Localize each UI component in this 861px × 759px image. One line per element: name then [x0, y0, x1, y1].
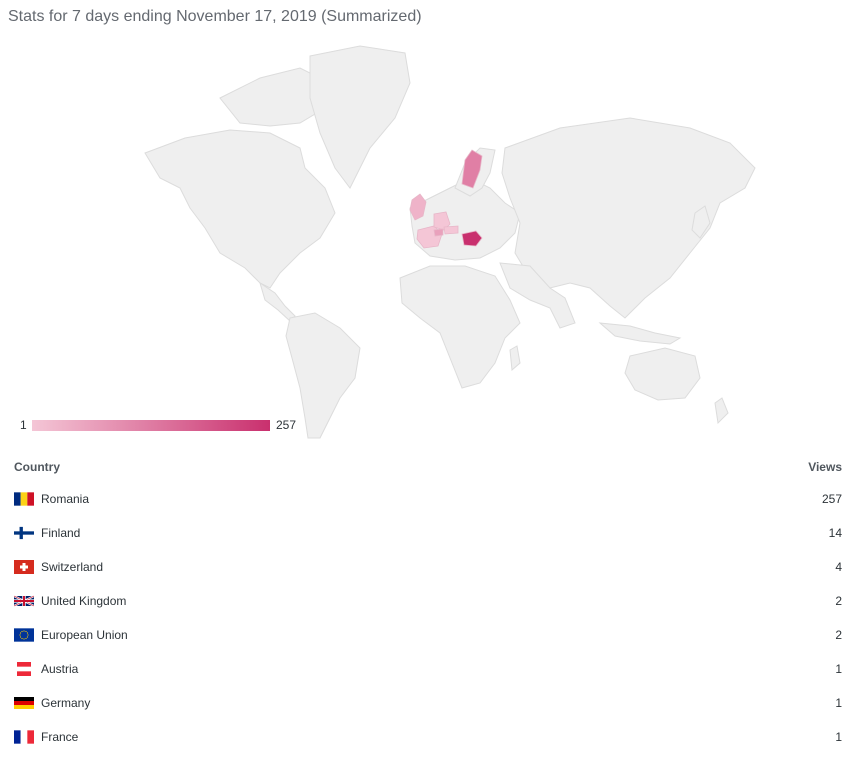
country-views-table: Country Views Romania 257 Finland 14 Switzer… [14, 452, 842, 754]
country-cell: Switzerland [14, 560, 103, 574]
country-name: Germany [41, 696, 91, 710]
views-value: 1 [835, 696, 842, 710]
country-name: Romania [41, 492, 90, 506]
country-cell: Romania [14, 492, 89, 506]
flag-romania-icon [14, 492, 34, 506]
region-new-zealand [714, 397, 729, 425]
table-row: Romania 257 [14, 482, 842, 516]
region-madagascar [509, 345, 521, 372]
table-row: Switzerland 4 [14, 550, 842, 584]
region-north-america [144, 129, 336, 289]
legend-min-label: 1 [20, 418, 27, 432]
views-value: 2 [835, 594, 842, 608]
table-row: Germany 1 [14, 686, 842, 720]
region-central-america [259, 281, 296, 322]
country-cell: Finland [14, 526, 80, 540]
country-name: France [41, 730, 79, 744]
table-row: France 1 [14, 720, 842, 754]
region-united-kingdom [409, 193, 427, 221]
views-column-header: Views [808, 460, 842, 474]
page-title: Stats for 7 days ending November 17, 201… [8, 8, 422, 25]
views-value: 257 [821, 492, 842, 506]
country-name: Finland [41, 526, 81, 540]
country-cell: European Union [14, 628, 128, 642]
views-value: 1 [835, 730, 842, 744]
region-indonesia [598, 322, 682, 345]
world-map-svg [144, 45, 756, 439]
views-value: 1 [835, 662, 842, 676]
country-column-header: Country [14, 460, 60, 474]
table-row: Austria 1 [14, 652, 842, 686]
country-name: Austria [41, 662, 79, 676]
country-cell: Austria [14, 662, 78, 676]
region-australia [624, 347, 701, 401]
country-cell: France [14, 730, 78, 744]
region-south-america [285, 312, 361, 439]
views-value: 4 [835, 560, 842, 574]
table-row: European Union 2 [14, 618, 842, 652]
region-greenland [309, 45, 411, 189]
flag-united-kingdom-icon [14, 594, 34, 608]
flag-austria-icon [14, 662, 34, 676]
table-header: Country Views [14, 452, 842, 482]
flag-germany-icon [14, 696, 34, 710]
legend-gradient-bar [32, 420, 270, 431]
flag-france-icon [14, 730, 34, 744]
legend-max-label: 257 [276, 418, 297, 432]
views-value: 2 [835, 628, 842, 642]
region-romania [461, 230, 483, 247]
region-south-asia [499, 262, 576, 329]
table-row: Finland 14 [14, 516, 842, 550]
flag-switzerland-icon [14, 560, 34, 574]
country-name: European Union [41, 628, 128, 642]
country-name: Switzerland [41, 560, 104, 574]
region-finland [461, 149, 483, 189]
color-scale-legend: 1 257 [20, 418, 320, 434]
region-austria [443, 225, 459, 235]
country-cell: United Kingdom [14, 594, 126, 608]
region-africa [399, 265, 521, 389]
country-cell: Germany [14, 696, 90, 710]
region-switzerland [433, 228, 444, 237]
country-name: United Kingdom [41, 594, 127, 608]
region-japan [691, 205, 711, 239]
table-row: United Kingdom 2 [14, 584, 842, 618]
world-map [110, 38, 760, 448]
flag-finland-icon [14, 526, 34, 540]
flag-european-union-icon [14, 628, 34, 642]
views-value: 14 [828, 526, 842, 540]
region-asia [501, 117, 756, 319]
